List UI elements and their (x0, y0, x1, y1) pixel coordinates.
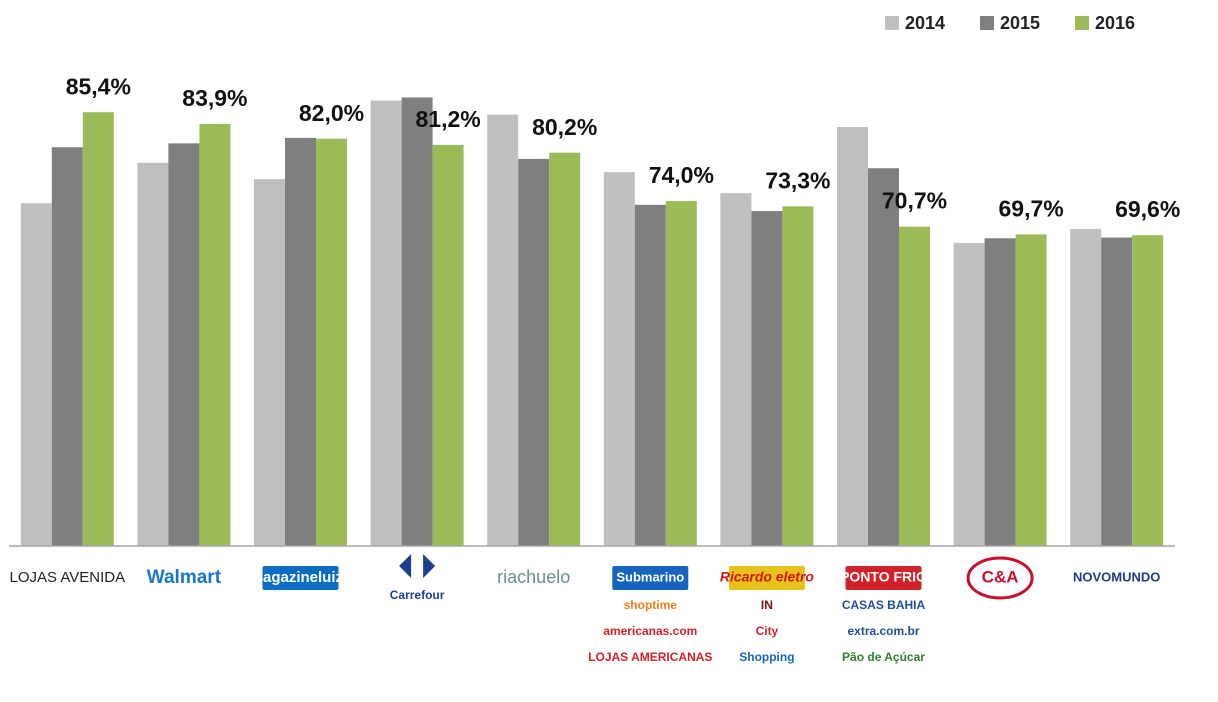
bar (634, 204, 666, 546)
bar (549, 152, 581, 546)
bar (137, 162, 169, 546)
bar (720, 193, 752, 546)
category-label: riachuelo (497, 567, 570, 587)
bar (432, 144, 464, 546)
legend-swatch (1075, 16, 1089, 30)
bar (285, 137, 316, 546)
bar (51, 147, 83, 547)
bar (899, 226, 930, 546)
bar (751, 211, 783, 546)
bar (1101, 237, 1133, 546)
bar (254, 179, 285, 546)
logo-ring (966, 556, 1034, 600)
bar (168, 143, 200, 547)
bar (199, 123, 231, 546)
category-sublabel: IN (761, 598, 773, 612)
category-sublabel: americanas.com (603, 624, 697, 638)
bar (1132, 235, 1164, 546)
value-label: 85,4% (66, 73, 131, 99)
legend-label: 2014 (905, 13, 945, 33)
legend-swatch (885, 16, 899, 30)
bar (20, 203, 52, 546)
logo-box (262, 566, 339, 590)
category-sublabel: Shopping (739, 650, 794, 664)
bar (316, 138, 347, 546)
category-sublabel: CASAS BAHIA (842, 598, 926, 612)
category-label: magazineluiza (250, 569, 352, 586)
category-label: PONTO FRIO (840, 569, 927, 585)
category-label: Carrefour (390, 588, 445, 602)
legend-label: 2016 (1095, 13, 1135, 33)
bar (953, 242, 985, 546)
value-label: 80,2% (532, 114, 597, 140)
category-label: C&A (982, 567, 1019, 586)
value-label: 83,9% (182, 85, 247, 111)
logo-box (845, 566, 922, 590)
bar (837, 127, 868, 547)
value-label: 81,2% (415, 106, 480, 132)
value-label: 69,6% (1115, 196, 1180, 222)
bar (1070, 228, 1102, 547)
legend-label: 2015 (1000, 13, 1040, 33)
logo-icon (399, 554, 436, 578)
value-label: 73,3% (765, 167, 830, 193)
bar (603, 172, 635, 546)
category-sublabel: City (756, 624, 779, 638)
value-label: 74,0% (649, 162, 714, 188)
bar (487, 114, 519, 546)
bar (370, 100, 402, 546)
value-label: 82,0% (299, 100, 364, 126)
bar (82, 112, 114, 547)
category-label: LOJAS AVENIDA (9, 569, 125, 586)
value-label: 69,7% (998, 195, 1063, 221)
category-sublabel: extra.com.br (847, 624, 919, 638)
bar (868, 168, 899, 546)
category-sublabel: shoptime (624, 598, 678, 612)
legend-swatch (980, 16, 994, 30)
bar (401, 97, 433, 546)
category-label: Submarino (616, 569, 684, 584)
bar (782, 206, 814, 547)
bar (1015, 234, 1047, 546)
bar (984, 238, 1016, 546)
category-label: Walmart (147, 567, 222, 588)
category-sublabel: Pão de Açúcar (842, 650, 925, 664)
category-label: Ricardo eletro (720, 569, 815, 585)
bar (665, 200, 697, 546)
logo-box (612, 566, 689, 590)
category-sublabel: LOJAS AMERICANAS (588, 650, 712, 664)
value-label: 70,7% (882, 188, 947, 214)
logo-box (728, 566, 805, 590)
category-label: NOVOMUNDO (1073, 569, 1160, 584)
bar (518, 158, 550, 546)
